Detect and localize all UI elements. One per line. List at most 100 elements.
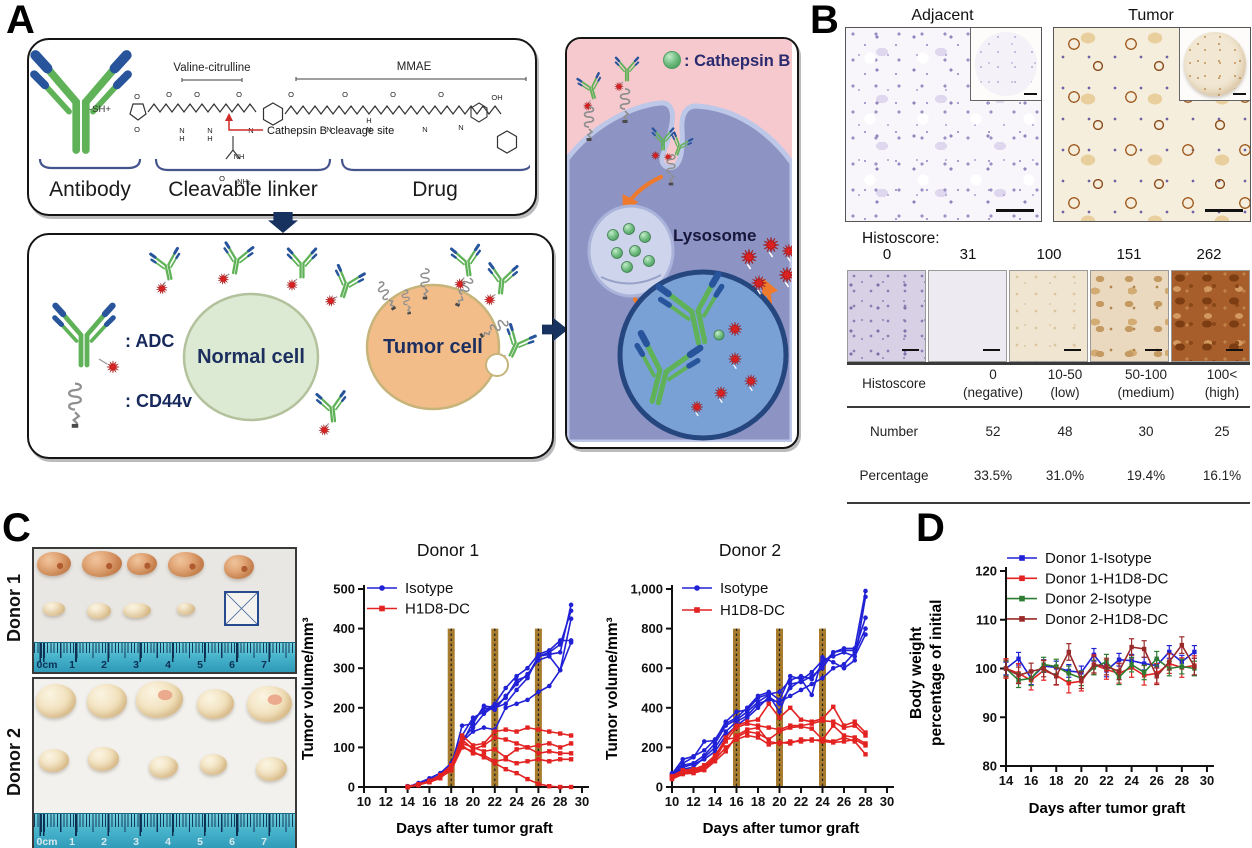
- internalization-diagram: : Cathepsin B: [567, 39, 792, 445]
- svg-text:N: N: [422, 125, 427, 134]
- svg-text:O: O: [166, 90, 172, 99]
- svg-text:800: 800: [641, 621, 663, 636]
- table-header-cell: 0: [989, 367, 997, 382]
- svg-text:NH₂: NH₂: [237, 177, 251, 186]
- adc-structure-box: -SH+ O O O N H O N H O N O N O N H O N O N OH NH O NH₂ Valine-…: [27, 38, 537, 216]
- panel-c-label: C: [2, 506, 31, 550]
- svg-text:12: 12: [379, 794, 393, 809]
- adc-legend-drug-icon: [106, 360, 120, 374]
- antibody-part-label: Antibody: [49, 178, 131, 201]
- table-row-label: Percentage: [859, 468, 929, 483]
- cathepsin-on-adc: [713, 329, 725, 341]
- svg-text:20: 20: [772, 794, 786, 809]
- svg-text:16: 16: [422, 794, 436, 809]
- normal-cell-label: Normal cell: [197, 346, 305, 368]
- table-row-label: Number: [869, 424, 919, 439]
- cd44v-legend-label: : CD44v: [125, 391, 192, 411]
- svg-text:26: 26: [531, 794, 545, 809]
- benzene-ring-1: [262, 102, 284, 126]
- svg-text:N: N: [326, 125, 331, 134]
- svg-text:28: 28: [858, 794, 872, 809]
- svg-text:Donor 2-Isotype: Donor 2-Isotype: [1045, 591, 1152, 608]
- missing-tumor-marker: [224, 591, 259, 626]
- svg-text:1,000: 1,000: [630, 582, 663, 597]
- chem-chain-2: [284, 105, 502, 115]
- table-percent-cell: 33.5%: [973, 468, 1013, 483]
- svg-text:24: 24: [815, 794, 830, 809]
- cells-diagram: : ADC : CD44v Normal cell Tumor cell: [29, 235, 547, 452]
- histoscore-tile-100: [1009, 270, 1088, 362]
- svg-text:400: 400: [641, 700, 663, 715]
- table-number-cell: 30: [1138, 424, 1154, 439]
- normal-cell: [182, 292, 320, 422]
- panel-b-label: B: [810, 0, 839, 42]
- svg-text:0: 0: [348, 780, 355, 795]
- cathepsin-legend-icon: [663, 51, 681, 69]
- svg-text:90: 90: [983, 710, 997, 725]
- svg-text:N: N: [179, 126, 184, 135]
- svg-text:N: N: [207, 126, 212, 135]
- svg-text:N: N: [366, 125, 371, 134]
- drug-part-label: Drug: [412, 178, 458, 201]
- table-number-cell: 52: [985, 424, 1001, 439]
- cleavage-arrow: [228, 120, 263, 131]
- svg-text:24: 24: [509, 794, 524, 809]
- svg-text:120: 120: [975, 564, 997, 579]
- svg-text:18: 18: [1049, 773, 1063, 788]
- histoscore-tile-151: [1090, 270, 1169, 362]
- svg-text:H: H: [179, 134, 184, 143]
- tma-core-inset: [970, 28, 1041, 101]
- cells-box: : ADC : CD44v Normal cell Tumor cell: [27, 233, 554, 459]
- histoscore-value: 262: [1196, 246, 1222, 263]
- svg-text:NH: NH: [234, 152, 245, 161]
- tumor-title: Tumor: [1128, 7, 1174, 24]
- adc-legend-antibody-icon: [55, 306, 114, 365]
- svg-text:O: O: [288, 90, 294, 99]
- table-top-rule: [847, 362, 1250, 365]
- svg-text:22: 22: [794, 794, 808, 809]
- body-weight-chart: 80 90 100 110 120 14 16 18 20 22 24 26 28 30 Donor 1-I…: [975, 550, 1214, 788]
- cathepsin-granules: [607, 223, 655, 273]
- mmae-bracket: [295, 77, 527, 81]
- ihc-adjacent-image: [845, 27, 1042, 222]
- cleavage-arrowhead: [225, 113, 233, 121]
- cleavage-site-label: Cathepsin B cleavage site: [267, 125, 394, 137]
- histoscore-value: 100: [1036, 246, 1062, 263]
- svg-text:400: 400: [333, 621, 355, 636]
- svg-text:H: H: [366, 116, 371, 125]
- valine-bracket: [181, 78, 243, 82]
- svg-text:14: 14: [708, 794, 723, 809]
- antibody-icon: [34, 55, 128, 150]
- svg-text:100: 100: [975, 661, 997, 676]
- table-header-cell: (negative): [962, 385, 1024, 400]
- svg-text:H1D8-DC: H1D8-DC: [405, 601, 470, 618]
- histoscore-tile-31: [928, 270, 1007, 362]
- svg-text:18: 18: [444, 794, 458, 809]
- linker-part-label: Cleavable linker: [168, 178, 317, 201]
- svg-text:O: O: [390, 90, 396, 99]
- svg-text:28: 28: [553, 794, 567, 809]
- histoscore-value: 31: [959, 246, 977, 263]
- svg-text:14: 14: [400, 794, 415, 809]
- benzene-ring-2: [496, 130, 518, 154]
- donor2-chart-xlabel: Days after tumor graft: [702, 820, 860, 837]
- donor2-tumor-volume-chart: 0 200 400 600 800 1,000 10 12 14 16 18 20 22 24 26 28 30…: [630, 540, 894, 809]
- table-percent-cell: 16.1%: [1202, 468, 1242, 483]
- svg-text:O: O: [194, 90, 200, 99]
- svg-text:22: 22: [1099, 773, 1113, 788]
- ring-small: [470, 102, 488, 123]
- svg-text:Donor 1: Donor 1: [417, 540, 479, 560]
- svg-text:18: 18: [751, 794, 765, 809]
- adc-legend-linker: [98, 358, 108, 365]
- histoscore-value: 151: [1116, 246, 1142, 263]
- svg-text:OH: OH: [491, 93, 502, 102]
- svg-text:500: 500: [333, 582, 355, 597]
- svg-text:24: 24: [1124, 773, 1139, 788]
- table-header-cell: 10-50: [1047, 367, 1083, 382]
- panel-d-label: D: [916, 506, 945, 550]
- svg-text:O: O: [219, 174, 225, 183]
- svg-text:Donor 1-H1D8-DC: Donor 1-H1D8-DC: [1045, 570, 1169, 587]
